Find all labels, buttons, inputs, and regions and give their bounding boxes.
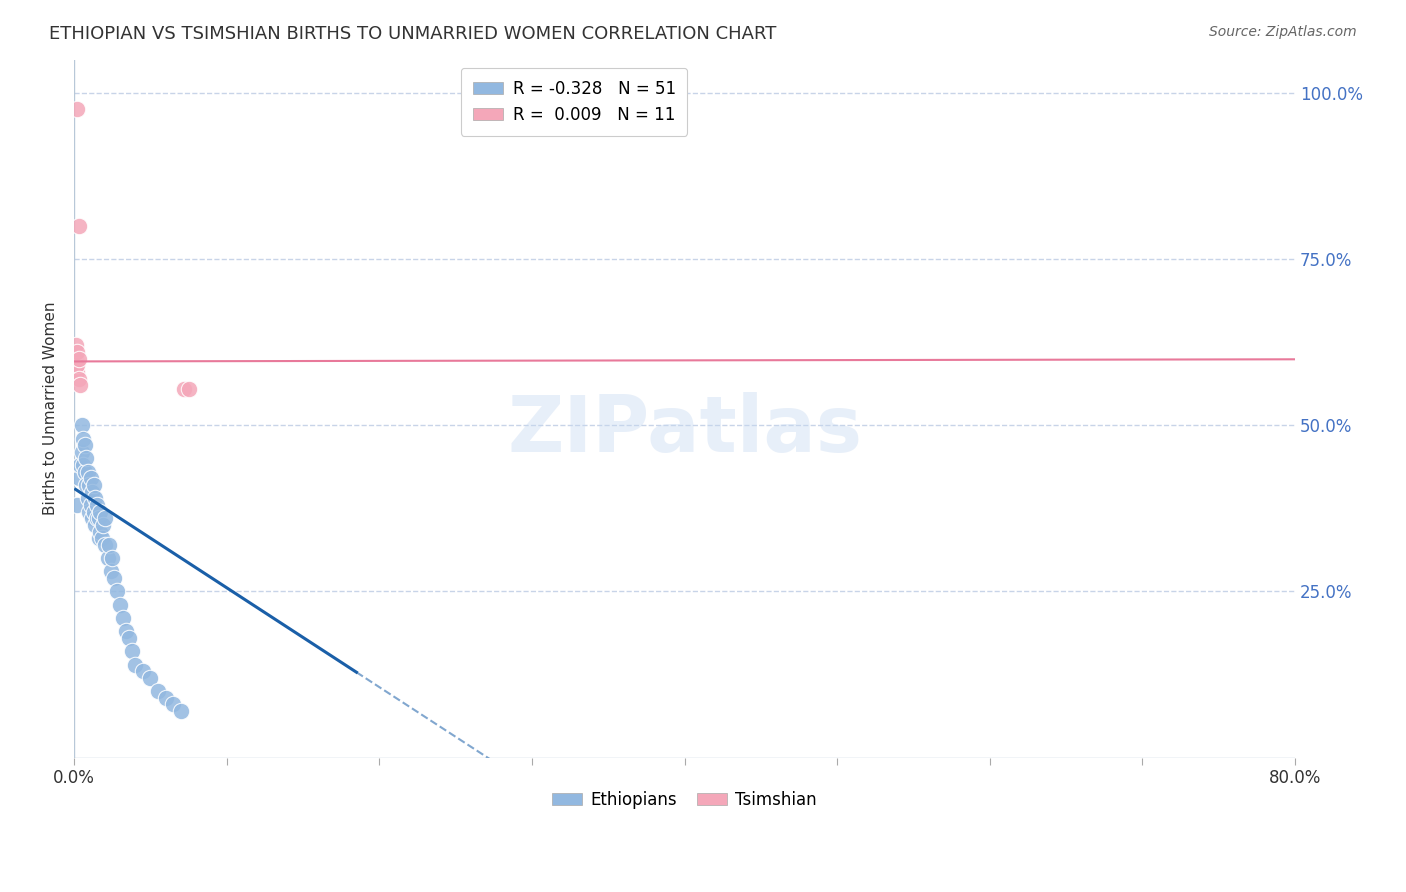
- Point: [105, 584, 128, 599]
- Point: [89, 524, 111, 539]
- Point: [162, 698, 184, 712]
- Point: [86, 511, 108, 525]
- Point: [73, 438, 96, 452]
- Point: [146, 684, 169, 698]
- Point: [170, 704, 193, 718]
- Legend: Ethiopians, Tsimshian: Ethiopians, Tsimshian: [546, 784, 824, 815]
- Point: [66, 103, 89, 117]
- Point: [98, 538, 121, 552]
- Point: [66, 365, 89, 379]
- Point: [70, 418, 93, 433]
- Point: [65, 351, 87, 366]
- Point: [83, 478, 105, 492]
- Point: [82, 511, 104, 525]
- Point: [66, 498, 89, 512]
- Point: [124, 657, 146, 672]
- Point: [84, 491, 107, 506]
- Point: [108, 598, 131, 612]
- Point: [72, 432, 94, 446]
- Point: [69, 458, 91, 472]
- Text: ETHIOPIAN VS TSIMSHIAN BIRTHS TO UNMARRIED WOMEN CORRELATION CHART: ETHIOPIAN VS TSIMSHIAN BIRTHS TO UNMARRI…: [49, 25, 776, 43]
- Point: [75, 451, 97, 466]
- Point: [73, 465, 96, 479]
- Point: [87, 511, 110, 525]
- Point: [90, 531, 112, 545]
- Point: [76, 465, 98, 479]
- Point: [67, 351, 90, 366]
- Point: [83, 505, 105, 519]
- Point: [79, 505, 101, 519]
- Point: [115, 624, 138, 639]
- Point: [76, 491, 98, 506]
- Point: [66, 345, 89, 359]
- Point: [84, 518, 107, 533]
- Point: [70, 445, 93, 459]
- Point: [155, 690, 177, 705]
- Point: [82, 484, 104, 499]
- Point: [91, 518, 114, 533]
- Point: [101, 551, 124, 566]
- Point: [103, 571, 125, 585]
- Point: [100, 565, 122, 579]
- Point: [177, 382, 200, 396]
- Point: [89, 505, 111, 519]
- Point: [67, 372, 90, 386]
- Point: [139, 671, 162, 685]
- Point: [79, 478, 101, 492]
- Point: [97, 551, 120, 566]
- Point: [93, 511, 115, 525]
- Text: ZIPatlas: ZIPatlas: [508, 392, 862, 467]
- Point: [173, 382, 195, 396]
- Point: [121, 644, 143, 658]
- Point: [67, 219, 90, 233]
- Text: Source: ZipAtlas.com: Source: ZipAtlas.com: [1209, 25, 1357, 39]
- Point: [75, 478, 97, 492]
- Point: [93, 538, 115, 552]
- Point: [111, 611, 134, 625]
- Point: [86, 498, 108, 512]
- Y-axis label: Births to Unmarried Women: Births to Unmarried Women: [44, 301, 58, 516]
- Point: [66, 359, 89, 373]
- Point: [118, 631, 141, 645]
- Point: [132, 664, 155, 678]
- Point: [80, 498, 103, 512]
- Point: [65, 338, 87, 352]
- Point: [72, 458, 94, 472]
- Point: [67, 471, 90, 485]
- Point: [69, 378, 91, 392]
- Point: [87, 531, 110, 545]
- Point: [80, 471, 103, 485]
